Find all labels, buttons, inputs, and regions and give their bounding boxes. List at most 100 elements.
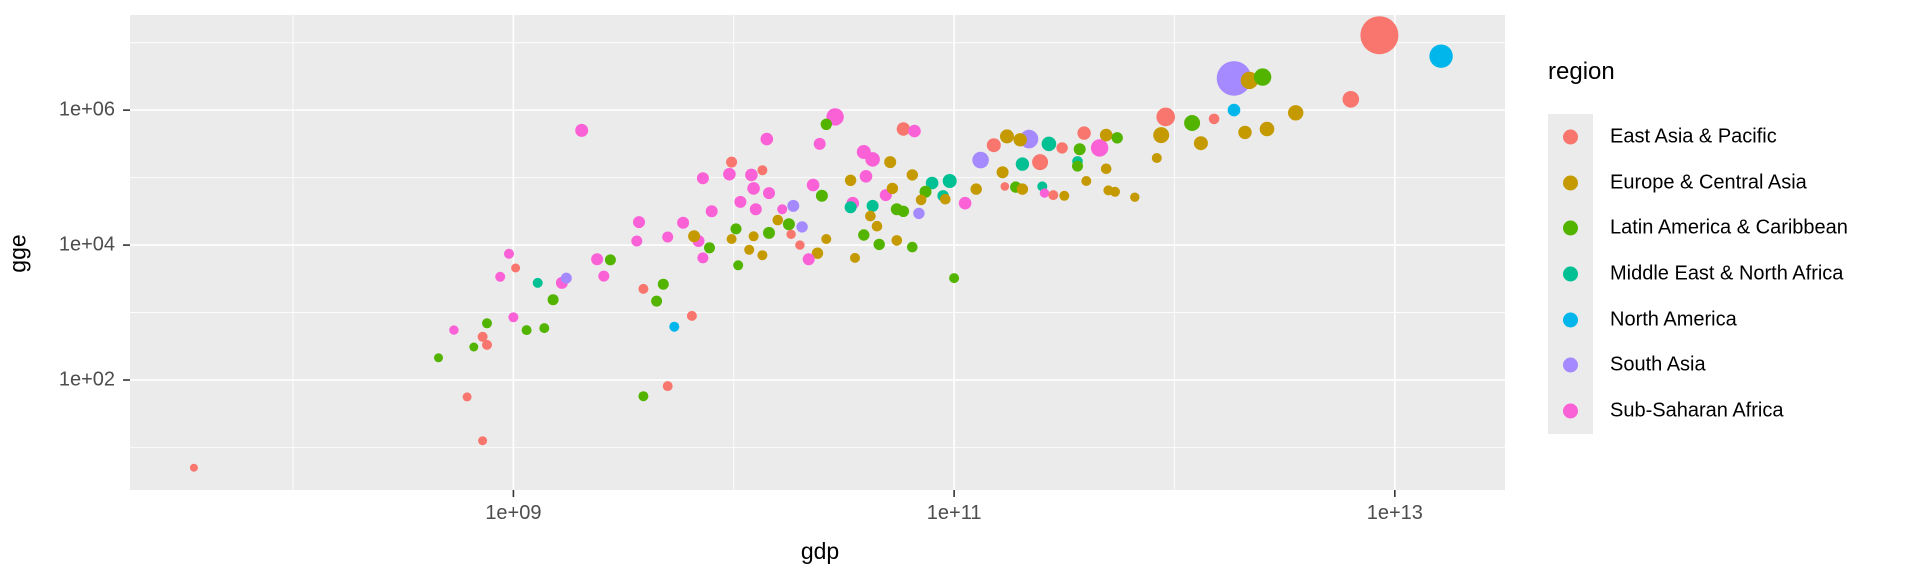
legend-label-2: Europe & Central Asia <box>1610 171 1807 194</box>
data-point <box>782 218 795 231</box>
data-point <box>865 210 876 222</box>
data-point <box>1077 126 1091 140</box>
data-point <box>850 252 860 263</box>
data-point <box>906 169 918 181</box>
data-point <box>757 165 768 176</box>
legend-dot-1 <box>1563 129 1578 145</box>
data-point <box>1259 121 1275 137</box>
data-point <box>907 241 918 253</box>
axis-tick-marks <box>123 109 1396 497</box>
data-point <box>908 124 921 138</box>
data-point <box>802 253 815 266</box>
data-point <box>560 272 572 284</box>
data-point <box>745 168 758 182</box>
data-point <box>633 216 645 229</box>
data-point <box>940 193 951 205</box>
minor-gridlines <box>130 15 1505 490</box>
data-point <box>696 172 709 185</box>
data-point <box>871 220 883 232</box>
data-point <box>189 463 198 472</box>
legend-dot-3 <box>1563 220 1578 236</box>
data-point <box>891 235 903 246</box>
data-point <box>547 294 559 306</box>
data-point <box>688 230 701 243</box>
data-point <box>1288 105 1304 121</box>
data-point <box>748 231 759 242</box>
data-point <box>662 231 674 243</box>
y-tick-label: 1e+04 <box>58 233 115 256</box>
data-point <box>478 436 488 446</box>
data-point <box>1048 190 1059 201</box>
data-point <box>1184 115 1201 131</box>
data-point <box>532 277 543 288</box>
x-tick-label: 1e+13 <box>1366 502 1423 524</box>
data-point <box>1193 136 1208 151</box>
y-axis-title: gge <box>4 234 31 273</box>
data-point <box>858 229 870 241</box>
data-point <box>958 196 972 210</box>
data-point <box>434 353 443 363</box>
data-point <box>1081 176 1092 186</box>
data-point <box>1039 188 1050 198</box>
legend-label-7: Sub-Saharan Africa <box>1610 399 1784 422</box>
data-point <box>821 234 832 244</box>
data-point <box>1208 113 1220 125</box>
data-point <box>704 242 715 254</box>
data-point <box>844 201 857 214</box>
legend-label-3: Latin America & Caribbean <box>1610 216 1848 239</box>
data-point <box>744 244 755 255</box>
data-point <box>482 339 492 350</box>
data-point <box>1041 136 1057 152</box>
data-point <box>859 170 873 183</box>
data-point <box>1153 127 1170 144</box>
data-point <box>884 156 897 169</box>
data-point <box>723 167 736 181</box>
data-point <box>1016 183 1029 195</box>
legend-label-5: North America <box>1610 308 1737 331</box>
data-point <box>786 229 796 239</box>
data-point <box>865 152 880 167</box>
data-point <box>1238 125 1252 140</box>
data-point <box>760 132 774 146</box>
data-point <box>925 176 939 190</box>
data-point <box>913 207 925 220</box>
data-point <box>734 195 747 208</box>
data-point <box>697 252 709 264</box>
legend-dot-6 <box>1563 357 1578 373</box>
legend-title: region <box>1548 58 1615 85</box>
data-point <box>972 151 989 169</box>
data-point <box>796 221 808 233</box>
data-point <box>539 323 550 334</box>
data-point <box>777 204 788 215</box>
data-point <box>591 253 604 266</box>
y-tick-label: 1e+06 <box>58 98 115 121</box>
data-point <box>1110 186 1120 197</box>
data-point <box>449 325 459 335</box>
data-point <box>631 235 643 247</box>
data-point <box>604 254 616 266</box>
x-tick-label: 1e+09 <box>485 502 542 524</box>
data-point <box>1059 190 1070 201</box>
data-point <box>1111 132 1123 144</box>
data-point <box>508 312 519 323</box>
legend-label-6: South Asia <box>1610 353 1706 376</box>
data-point <box>763 187 775 200</box>
data-point <box>1216 61 1252 96</box>
data-point <box>1072 160 1083 172</box>
data-point <box>686 310 697 321</box>
data-point <box>495 271 506 282</box>
data-point <box>1227 103 1241 117</box>
data-point <box>749 203 762 216</box>
x-tick-label: 1e+11 <box>926 502 982 524</box>
data-point <box>1073 143 1086 156</box>
data-point <box>820 118 832 130</box>
data-point <box>705 205 718 218</box>
data-point <box>733 260 744 271</box>
legend-label-1: East Asia & Pacific <box>1610 125 1777 148</box>
legend-dot-2 <box>1563 175 1578 191</box>
x-axis-title: gdp <box>800 538 840 564</box>
data-point <box>763 226 775 239</box>
data-point <box>1013 133 1027 147</box>
